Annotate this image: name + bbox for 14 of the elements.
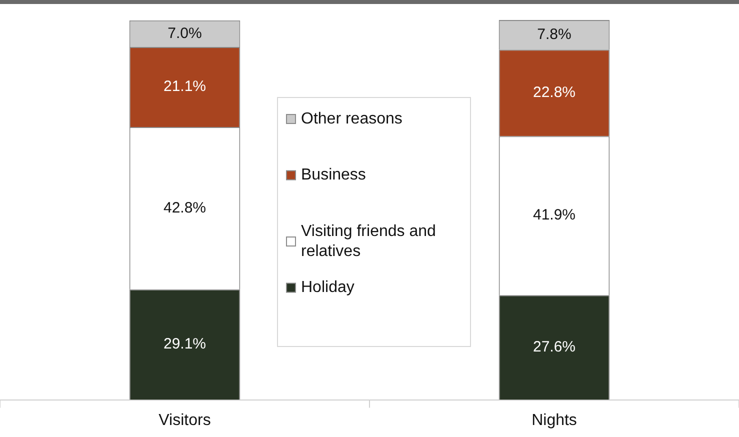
legend-label: Other reasons — [301, 110, 402, 128]
data-label: 7.0% — [168, 24, 202, 42]
data-label: 7.8% — [537, 26, 572, 43]
legend-label: Visiting friends and relatives — [301, 222, 436, 260]
x-tick-label: Visitors — [158, 412, 211, 429]
legend-label: Holiday — [301, 279, 354, 296]
data-label: 29.1% — [163, 336, 206, 353]
data-label: 21.1% — [163, 78, 206, 96]
data-label: 41.9% — [532, 206, 576, 224]
legend-label: Business — [301, 166, 366, 184]
data-label: 22.8% — [532, 84, 576, 101]
data-label: 27.6% — [532, 338, 576, 356]
x-tick-label: Nights — [532, 412, 577, 429]
data-label: 42.8% — [163, 199, 206, 216]
